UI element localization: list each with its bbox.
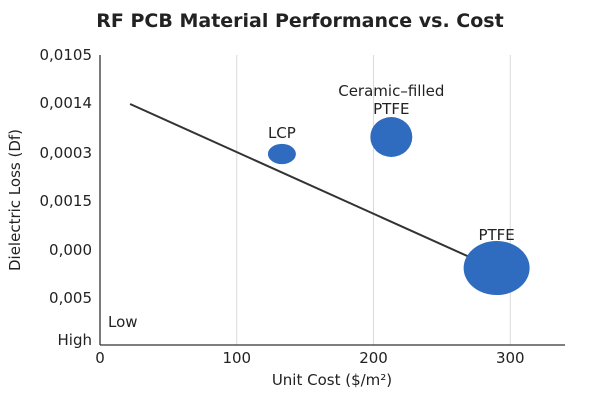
chart-title: RF PCB Material Performance vs. Cost bbox=[96, 10, 503, 32]
annotation-low: Low bbox=[108, 313, 138, 331]
trend-line bbox=[129, 103, 495, 269]
bubble-point bbox=[370, 117, 413, 157]
y-tick-label: 0,0015 bbox=[40, 192, 93, 210]
bubble-label: LCP bbox=[268, 124, 296, 142]
x-tick-label: 100 bbox=[222, 349, 251, 367]
x-tick-label: 0 bbox=[95, 349, 105, 367]
bubble-label: PTFE bbox=[478, 226, 514, 244]
x-axis-title: Unit Cost ($/m²) bbox=[272, 371, 392, 389]
y-tick-label: 0,000 bbox=[49, 241, 92, 259]
y-tick-label: 0,005 bbox=[49, 289, 92, 307]
bubble-label: PTFE bbox=[373, 100, 409, 118]
grid-layer bbox=[236, 55, 511, 345]
bubble-label: Ceramic–filled bbox=[338, 82, 444, 100]
x-tick-label: 200 bbox=[359, 349, 388, 367]
bubble-point bbox=[463, 240, 530, 296]
y-tick-label: High bbox=[58, 331, 92, 349]
marks-layer bbox=[129, 103, 530, 296]
ticks-layer: 0 100 200 300 0,0105 0,0014 0,0003 0,0015 0,000 0… bbox=[40, 46, 525, 367]
axes-layer bbox=[99, 55, 565, 346]
x-tick-label: 300 bbox=[496, 349, 525, 367]
bubble-point bbox=[267, 143, 296, 165]
y-tick-label: 0,0003 bbox=[40, 144, 93, 162]
y-axis-title: Dielectric Loss (Df) bbox=[6, 129, 24, 271]
y-tick-label: 0,0014 bbox=[40, 94, 93, 112]
y-tick-label: 0,0105 bbox=[40, 46, 93, 64]
